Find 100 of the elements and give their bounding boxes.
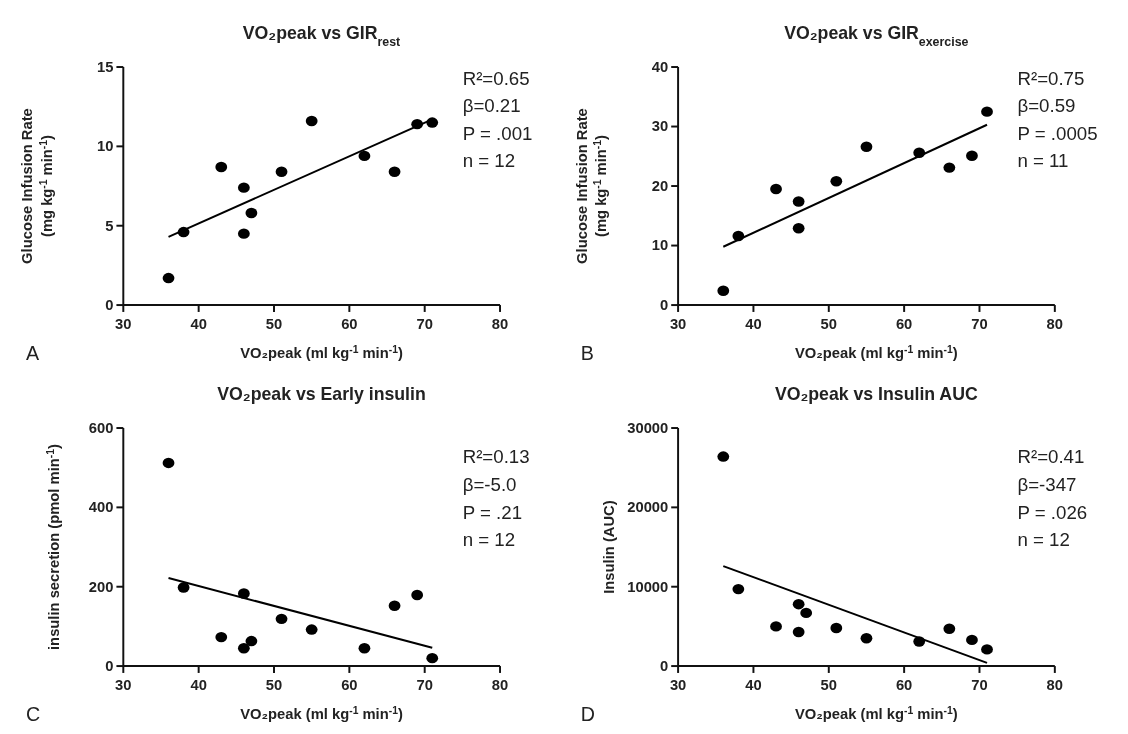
y-tick-label: 30000 (627, 419, 669, 436)
x-tick-label: 80 (491, 676, 509, 693)
x-tick-label: 40 (745, 315, 762, 332)
point (426, 652, 439, 664)
annotation: R²=0.65 (462, 67, 530, 89)
y-tick-label: 200 (88, 578, 114, 595)
annotation: n = 12 (1017, 529, 1070, 551)
x-tick-label: 70 (416, 676, 433, 693)
annotation: R²=0.41 (1017, 446, 1085, 468)
point (215, 631, 228, 643)
y-tick-label: 20000 (627, 499, 669, 516)
point (981, 106, 993, 117)
point (245, 635, 258, 647)
y-tick-label: 10 (97, 138, 114, 155)
x-tick-label: 60 (341, 315, 358, 332)
point (943, 623, 956, 634)
point (792, 626, 805, 638)
point (237, 228, 250, 239)
x-tick-label: 40 (190, 315, 207, 332)
annotation: R²=0.75 (1017, 67, 1085, 89)
annotation: β=-347 (1017, 473, 1077, 495)
point (792, 598, 805, 610)
point (792, 223, 805, 234)
y-tick-label: 40 (651, 58, 669, 75)
x-tick-label: 40 (745, 676, 762, 693)
point (966, 634, 978, 646)
x-tick-label: 80 (1046, 315, 1064, 332)
text: C (25, 703, 41, 726)
y-tick-label: 0 (105, 657, 114, 674)
point (717, 285, 730, 296)
chart-title: VO₂peak vs Insulin AUC (774, 384, 978, 405)
point (237, 588, 250, 599)
point (275, 613, 288, 625)
x-tick-label: 60 (341, 676, 358, 693)
text: D (580, 703, 595, 726)
annotation: β=-5.0 (462, 473, 517, 495)
x-axis-title: VO₂peak (ml kg$^{-1}$ min$^{-1}$) (794, 704, 958, 723)
x-tick-label: 60 (895, 315, 913, 332)
point (358, 150, 371, 162)
point (245, 207, 258, 219)
x-tick-label: 80 (491, 315, 509, 332)
annotation: P = .026 (1017, 501, 1088, 523)
annotation: n = 12 (462, 150, 516, 172)
text: A (25, 342, 40, 365)
annotation: P = .21 (462, 501, 523, 523)
y-tick-label: 400 (88, 499, 114, 516)
point (275, 166, 288, 177)
x-tick-label: 50 (820, 315, 837, 332)
point (237, 643, 250, 654)
y-tick-label: 20 (651, 177, 669, 194)
x-tick-label: 50 (265, 676, 283, 693)
y-tick-label: 600 (88, 419, 114, 436)
point (411, 589, 424, 601)
chart-title: VO₂peak vs Early insulin (217, 384, 426, 405)
point (717, 451, 730, 462)
point (177, 582, 190, 593)
x-tick-label: 60 (895, 676, 913, 693)
y-axis-title: Insulin (AUC) (601, 500, 618, 594)
x-tick-label: 70 (971, 676, 988, 693)
point (732, 583, 745, 595)
annotation: P = .0005 (1017, 122, 1098, 144)
point (305, 624, 318, 635)
chart-title: VO₂peak vs GIR$_{rest}$ (242, 23, 401, 50)
point (770, 183, 782, 195)
y-tick-label: 0 (660, 657, 669, 674)
point (162, 272, 175, 284)
annotation: β=0.21 (462, 95, 521, 117)
point (388, 600, 401, 611)
point (860, 633, 873, 644)
point (792, 196, 805, 207)
annotation: β=0.59 (1017, 95, 1076, 117)
point (388, 166, 401, 177)
x-axis-title: VO₂peak (ml kg$^{-1}$ min$^{-1}$) (240, 343, 403, 362)
point (800, 607, 813, 619)
x-tick-label: 50 (820, 676, 837, 693)
point (981, 644, 993, 655)
x-tick-label: 70 (416, 315, 433, 332)
x-tick-label: 80 (1046, 676, 1064, 693)
point (215, 161, 228, 173)
x-tick-label: 50 (265, 315, 283, 332)
y-tick-label: 10 (651, 237, 669, 254)
y-tick-label: 0 (105, 296, 114, 313)
y-tick-label: 30 (651, 118, 669, 135)
y-tick-label: 0 (660, 296, 669, 313)
text: B (580, 342, 594, 365)
chart-title: VO₂peak vs GIR$_{exercise}$ (784, 23, 969, 50)
annotation: P = .001 (462, 122, 533, 144)
y-tick-label: 5 (105, 217, 114, 234)
annotation: n = 12 (462, 529, 516, 551)
y-tick-label: 15 (97, 58, 114, 75)
annotation: R²=0.13 (462, 446, 530, 468)
point (162, 457, 175, 469)
point (358, 643, 371, 654)
x-axis-title: VO₂peak (ml kg$^{-1}$ min$^{-1}$) (794, 343, 958, 362)
x-tick-label: 70 (971, 315, 988, 332)
point (830, 622, 843, 634)
y-tick-label: 10000 (627, 578, 669, 595)
point (830, 176, 843, 187)
point (305, 115, 318, 127)
point (966, 150, 978, 161)
